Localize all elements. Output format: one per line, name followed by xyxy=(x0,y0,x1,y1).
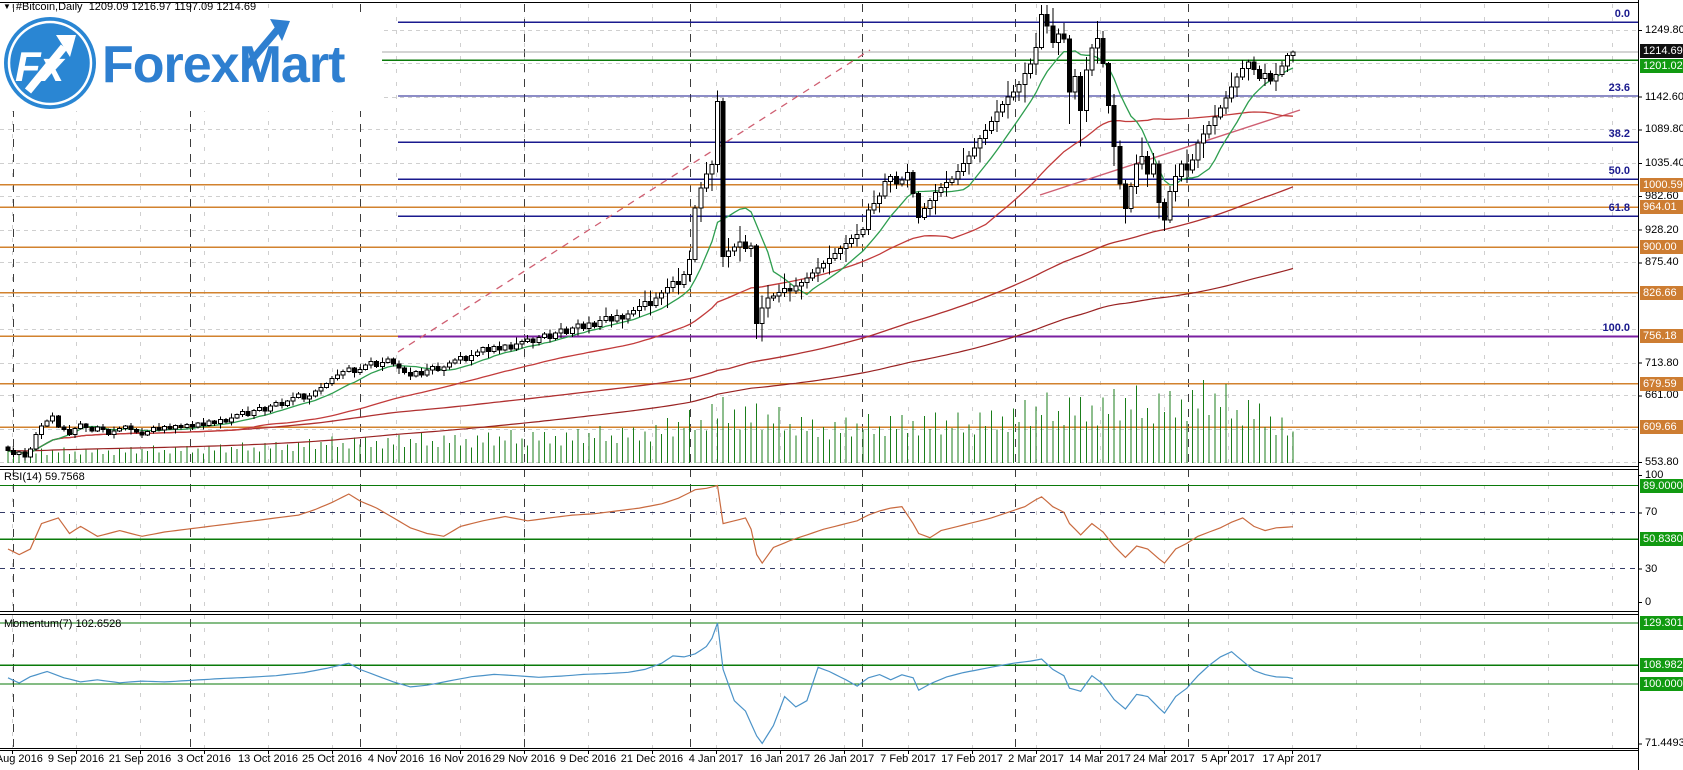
price-badge: 900.00 xyxy=(1640,240,1683,255)
momentum-level-badge: 108.9823 xyxy=(1640,658,1683,673)
price-badge: 1000.59 xyxy=(1640,177,1683,192)
price-axis-label: 982.60 xyxy=(1645,189,1679,202)
momentum-level-badge: 100.0000 xyxy=(1640,677,1683,691)
price-badge: 964.01 xyxy=(1640,200,1683,215)
price-badge: 679.59 xyxy=(1640,376,1683,391)
forexmart-logo-circle: Fx xyxy=(4,17,96,109)
logo-trend-arrow-icon xyxy=(243,19,290,70)
momentum-axis-label: 71.4493 xyxy=(1645,737,1683,750)
rsi-axis-label: 70 xyxy=(1645,506,1658,519)
fib-level-label: 0.0 xyxy=(1614,8,1630,21)
fib-level-label: 50.0 xyxy=(1608,165,1630,178)
rsi-level-badge: 89.0000 xyxy=(1640,478,1683,493)
date-label: 21 Sep 2016 xyxy=(108,753,172,765)
rsi-axis-label: 0 xyxy=(1645,596,1652,608)
date-label: 29 Nov 2016 xyxy=(492,753,556,765)
date-label: 7 Feb 2017 xyxy=(880,753,936,765)
date-label: 17 Feb 2017 xyxy=(941,753,1003,765)
price-axis-label: 1089.80 xyxy=(1645,123,1683,136)
symbol-dropdown-icon[interactable]: ▼ xyxy=(3,2,11,11)
price-badge: 826.66 xyxy=(1640,285,1683,300)
price-axis-label: 553.80 xyxy=(1645,456,1679,468)
rsi-axis-label: 100 xyxy=(1645,469,1664,481)
momentum-level-badge: 129.3016 xyxy=(1640,616,1683,630)
date-label: 16 Nov 2016 xyxy=(428,753,492,765)
symbol-period-label: #Bitcoin,Daily xyxy=(15,1,83,13)
momentum-indicator-label: Momentum(7) 102.6528 xyxy=(4,618,122,630)
forexmart-logo-text: ForexMart xyxy=(102,36,345,94)
date-label: 4 Jan 2017 xyxy=(688,753,744,765)
rsi-axis-label: 30 xyxy=(1645,562,1658,575)
price-axis-label: 875.40 xyxy=(1645,256,1679,269)
date-label: 25 Oct 2016 xyxy=(302,753,362,765)
ohlc-values: 1209.09 1216.97 1197.09 1214.69 xyxy=(88,1,257,13)
date-label: 13 Oct 2016 xyxy=(238,753,298,765)
date-label: 16 Jan 2017 xyxy=(749,753,811,765)
date-label: 9 Sep 2016 xyxy=(47,753,105,765)
date-label: 4 Nov 2016 xyxy=(367,753,425,765)
date-label: 21 Dec 2016 xyxy=(620,753,684,765)
date-label: 24 Mar 2017 xyxy=(1133,753,1195,765)
fib-level-label: 100.0 xyxy=(1602,322,1630,335)
price-axis-label: 661.00 xyxy=(1645,389,1679,402)
fib-level-label: 61.8 xyxy=(1608,202,1630,215)
date-label: 5 Apr 2017 xyxy=(1201,753,1255,765)
price-badge: 756.18 xyxy=(1640,329,1683,344)
price-axis-label: 1035.40 xyxy=(1645,157,1683,170)
forexmart-logo: Fx ForexMart xyxy=(0,13,382,111)
rsi-indicator-label: RSI(14) 59.7568 xyxy=(4,471,85,483)
price-axis-label: 1249.80 xyxy=(1645,24,1683,36)
date-label: 14 Mar 2017 xyxy=(1069,753,1131,765)
price-axis-label: 928.20 xyxy=(1645,223,1679,236)
date-label: 30 Aug 2016 xyxy=(0,753,43,765)
chart-title: ▼ #Bitcoin,Daily 1209.09 1216.97 1197.09 … xyxy=(3,1,256,13)
price-badge: 609.66 xyxy=(1640,420,1683,435)
rsi-level-badge: 50.8380 xyxy=(1640,532,1683,547)
date-label: 17 Apr 2017 xyxy=(1262,753,1322,765)
price-axis[interactable] xyxy=(1638,0,1683,750)
price-badge: 1201.02 xyxy=(1640,59,1683,73)
date-label: 2 Mar 2017 xyxy=(1008,753,1064,765)
logo-arrow-icon xyxy=(56,35,76,57)
fib-level-label: 38.2 xyxy=(1608,128,1630,141)
price-axis-label: 713.80 xyxy=(1645,356,1679,369)
date-label: 3 Oct 2016 xyxy=(177,753,231,765)
time-axis[interactable] xyxy=(0,750,1683,770)
fib-level-label: 23.6 xyxy=(1608,82,1630,95)
date-label: 9 Dec 2016 xyxy=(559,753,617,765)
date-label: 26 Jan 2017 xyxy=(813,753,875,765)
price-axis-label: 1142.60 xyxy=(1645,90,1683,103)
price-badge: 1214.69 xyxy=(1640,44,1683,58)
